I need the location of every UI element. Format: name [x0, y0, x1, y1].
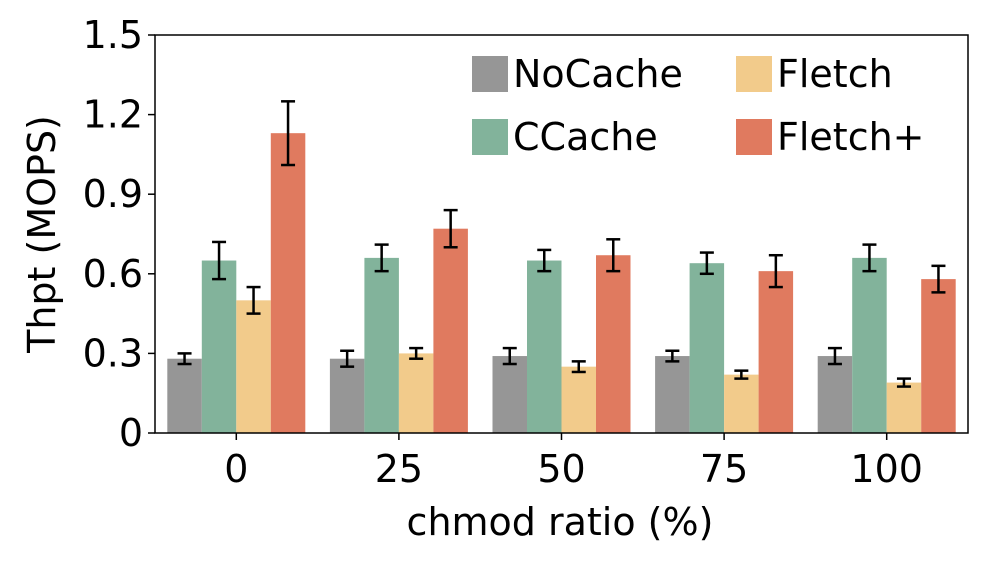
legend: NoCache CCache Fletch Fletch+ [472, 52, 925, 159]
x-tick-label: 25 [375, 447, 423, 491]
bar-ccache-75 [689, 263, 725, 433]
bar-ccache-50 [527, 260, 562, 433]
x-axis: 0 25 50 75 100 [224, 433, 923, 491]
y-tick-label: 1.2 [83, 93, 143, 137]
bar-nocache-25 [329, 358, 365, 433]
bar-fletch-0 [236, 300, 271, 433]
y-axis: 0 0.3 0.6 0.9 1.2 1.5 [83, 13, 155, 455]
legend-swatch-fletch [736, 56, 772, 92]
bar-ccache-25 [364, 257, 399, 433]
error-bar-fletch-plus-75 [768, 253, 783, 289]
x-tick-label: 50 [537, 447, 585, 491]
legend-label-nocache: NoCache [513, 52, 683, 96]
y-tick-label: 0.6 [83, 252, 143, 296]
y-tick-label: 0.9 [83, 172, 143, 216]
legend-swatch-fletch-plus [736, 119, 772, 155]
y-tick-label: 0.3 [83, 331, 143, 375]
legend-swatch-ccache [472, 119, 508, 155]
error-bar-ccache-100 [862, 243, 877, 273]
legend-label-ccache: CCache [513, 115, 658, 159]
error-bar-fletch-plus-25 [443, 208, 458, 249]
bar-ccache-100 [852, 257, 887, 433]
error-bar-ccache-25 [374, 243, 389, 273]
bar-nocache-100 [817, 356, 853, 433]
bar-fletch-100 [886, 382, 922, 433]
y-tick-label: 1.5 [83, 13, 143, 57]
x-tick-label: 0 [224, 447, 248, 491]
bar-nocache-75 [655, 356, 690, 433]
x-axis-title: chmod ratio (%) [407, 500, 714, 544]
error-bar-fletch-plus-50 [606, 238, 621, 273]
error-bars-layer [177, 100, 946, 388]
legend-label-fletch: Fletch [777, 52, 893, 96]
legend-swatch-nocache [472, 56, 508, 92]
bar-fletch-plus-75 [758, 271, 794, 433]
error-bar-ccache-0 [212, 240, 227, 281]
y-axis-title: Thpt (MOPS) [20, 115, 64, 354]
legend-item-nocache: NoCache [472, 52, 683, 96]
legend-item-fletch-plus: Fletch+ [736, 115, 925, 159]
error-bar-fletch-100 [896, 377, 911, 388]
bar-nocache-0 [167, 358, 202, 433]
bar-fletch-25 [398, 353, 434, 433]
error-bar-fletch-plus-100 [931, 264, 946, 294]
x-tick-label: 100 [850, 447, 923, 491]
bar-fletch-plus-50 [596, 255, 631, 433]
x-tick-label: 75 [700, 447, 748, 491]
error-bar-nocache-50 [502, 346, 517, 366]
error-bar-fletch-0 [246, 285, 261, 315]
bar-fletch-50 [561, 366, 596, 433]
error-bar-nocache-0 [177, 352, 192, 366]
error-bar-fletch-75 [734, 369, 749, 380]
error-bar-fletch-plus-0 [281, 100, 296, 167]
y-tick-label: 0 [119, 411, 143, 455]
bar-fletch-plus-25 [433, 228, 468, 433]
error-bar-nocache-25 [340, 349, 355, 368]
legend-label-fletch-plus: Fletch+ [777, 115, 925, 159]
error-bar-fletch-25 [409, 346, 424, 360]
bar-nocache-50 [492, 356, 527, 433]
bar-fletch-75 [724, 374, 759, 433]
bar-fletch-plus-0 [270, 133, 306, 433]
legend-item-fletch: Fletch [736, 52, 893, 96]
error-bar-nocache-75 [665, 349, 680, 363]
error-bar-ccache-50 [537, 248, 552, 273]
bar-fletch-plus-100 [921, 279, 956, 433]
bar-ccache-0 [201, 260, 237, 433]
error-bar-nocache-100 [827, 346, 842, 366]
error-bar-fletch-50 [571, 360, 586, 374]
legend-item-ccache: CCache [472, 115, 658, 159]
bars-layer [167, 133, 956, 433]
error-bar-ccache-75 [699, 251, 714, 276]
